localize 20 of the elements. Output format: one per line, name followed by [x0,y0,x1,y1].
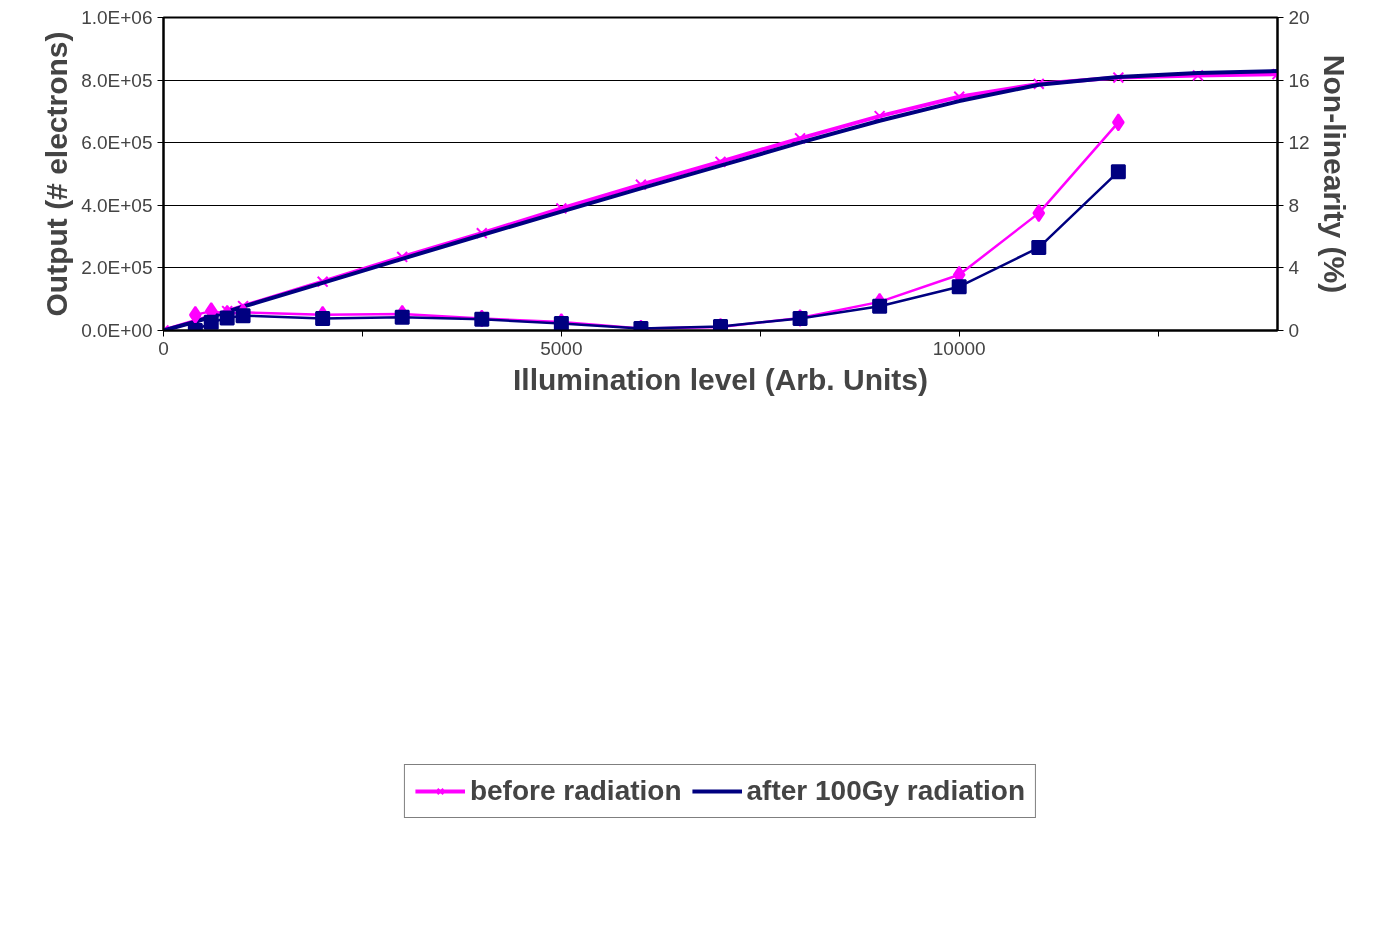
x-tick-label: 5000 [540,337,583,359]
y-tick-label: 2.0E+05 [81,257,153,279]
y-tick-label: 1.0E+06 [81,7,153,28]
y2-tick-label: 4 [1288,257,1300,279]
y-tick-label: 6.0E+05 [81,132,153,154]
y-tick-label: 8.0E+05 [81,69,153,91]
x-tick-label: 10000 [932,337,986,359]
y2-tick-label: 20 [1288,7,1310,28]
y-tick-label: 4.0E+05 [81,194,153,216]
y2-tick-label: 0 [1288,320,1300,341]
y2-tick-label: 8 [1288,194,1300,216]
y2-axis-title: Non-linearity (%) [1317,54,1351,294]
y-axis-title: Output (# electrons) [40,31,74,317]
y-tick-label: 0.0E+00 [81,320,153,341]
x-tick-label: 0 [158,337,169,359]
y2-tick-label: 12 [1288,132,1310,154]
y2-tick-label: 16 [1288,69,1310,91]
legend-label: after 100Gy radiation [746,775,1026,807]
x-axis-title: Illumination level (Arb. Units) [512,362,929,396]
legend-label: before radiation [469,775,682,807]
